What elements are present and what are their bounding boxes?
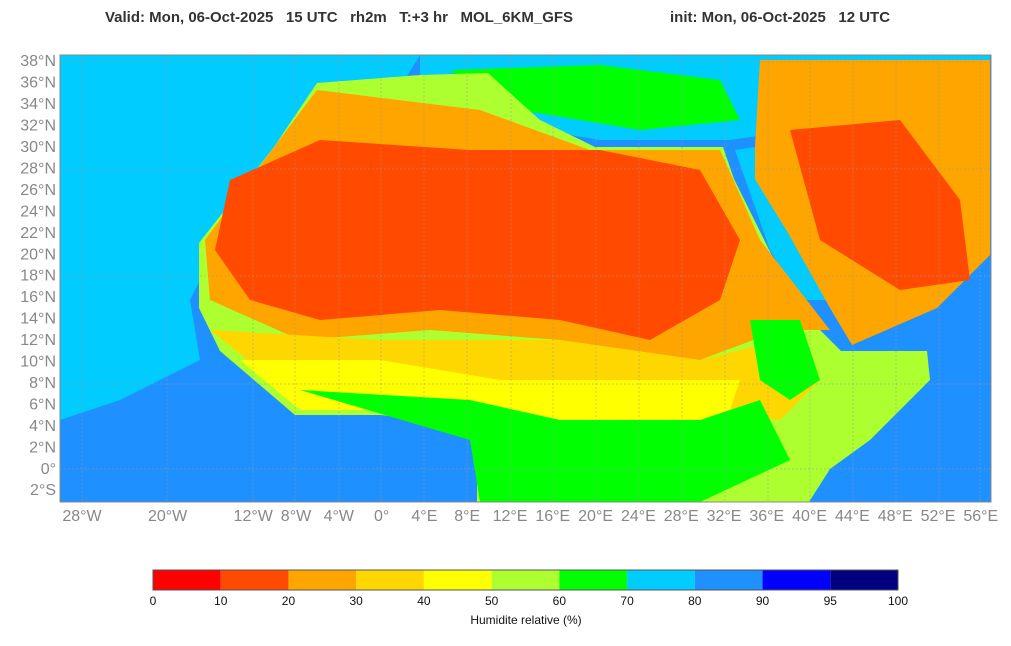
axes: 38°N 36°N 34°N 32°N 30°N 28°N 26°N 24°N 22°N 20°N… bbox=[20, 53, 998, 525]
lat-label: 6°N bbox=[29, 396, 56, 413]
colorbar-tick: 10 bbox=[214, 594, 228, 608]
colorbar-tick: 90 bbox=[756, 594, 770, 608]
lon-label: 32°E bbox=[707, 508, 742, 525]
lat-label: 28°N bbox=[20, 160, 56, 177]
colorbar-segment bbox=[559, 570, 628, 590]
lat-label: 18°N bbox=[20, 268, 56, 285]
colorbar-tick: 80 bbox=[688, 594, 702, 608]
colorbar-tick: 40 bbox=[417, 594, 431, 608]
colorbar-segment bbox=[288, 570, 357, 590]
colorbar-tick: 30 bbox=[350, 594, 364, 608]
lon-label: 4°W bbox=[324, 508, 355, 525]
lon-label: 44°E bbox=[835, 508, 870, 525]
lat-label: 14°N bbox=[20, 311, 56, 328]
colorbar-segment bbox=[423, 570, 492, 590]
lat-label: 26°N bbox=[20, 182, 56, 199]
init-title: init: Mon, 06-Oct-2025 12 UTC bbox=[670, 9, 890, 26]
lat-label: 20°N bbox=[20, 246, 56, 263]
lon-label: 20°W bbox=[148, 508, 188, 525]
lat-label: 8°N bbox=[29, 375, 56, 392]
colorbar-tick: 50 bbox=[485, 594, 499, 608]
lon-label: 4°E bbox=[411, 508, 437, 525]
lat-label: 22°N bbox=[20, 225, 56, 242]
lon-label: 24°E bbox=[621, 508, 656, 525]
colorbar-segment bbox=[830, 570, 898, 590]
colorbar-segment bbox=[694, 570, 763, 590]
lon-label: 40°E bbox=[792, 508, 827, 525]
lon-label: 28°E bbox=[664, 508, 699, 525]
colorbar-tick: 100 bbox=[888, 594, 908, 608]
colorbar-frame bbox=[152, 569, 899, 591]
map bbox=[60, 55, 991, 502]
lon-label: 12°E bbox=[493, 508, 528, 525]
lat-label: 34°N bbox=[20, 96, 56, 113]
lon-label: 20°E bbox=[578, 508, 613, 525]
lon-label: 28°W bbox=[62, 508, 102, 525]
valid-title: Valid: Mon, 06-Oct-2025 15 UTC rh2m T:+3… bbox=[105, 9, 573, 26]
lat-label: 16°N bbox=[20, 289, 56, 306]
lon-label: 48°E bbox=[878, 508, 913, 525]
colorbar: 0 10 20 30 40 50 60 70 80 90 95 100 bbox=[150, 569, 908, 608]
lat-label: 2°S bbox=[30, 482, 56, 499]
lon-label: 52°E bbox=[921, 508, 956, 525]
lon-label: 56°E bbox=[963, 508, 998, 525]
colorbar-segment bbox=[762, 570, 831, 590]
map-frame bbox=[59, 54, 992, 503]
colorbar-segment bbox=[356, 570, 424, 590]
colorbar-tick: 95 bbox=[824, 594, 838, 608]
lat-label: 36°N bbox=[20, 75, 56, 92]
lat-label: 4°N bbox=[29, 418, 56, 435]
colorbar-segment bbox=[153, 570, 221, 590]
colorbar-tick: 20 bbox=[282, 594, 296, 608]
lat-label: 12°N bbox=[20, 332, 56, 349]
lon-label: 8°E bbox=[454, 508, 480, 525]
lon-label: 16°E bbox=[535, 508, 570, 525]
lon-label: 12°W bbox=[234, 508, 274, 525]
lat-label: 0° bbox=[41, 461, 56, 478]
colorbar-segment bbox=[220, 570, 289, 590]
colorbar-segment bbox=[627, 570, 695, 590]
lon-label: 36°E bbox=[749, 508, 784, 525]
colorbar-tick: 70 bbox=[620, 594, 634, 608]
lat-label: 32°N bbox=[20, 118, 56, 135]
lat-label: 38°N bbox=[20, 53, 56, 70]
lat-label: 30°N bbox=[20, 139, 56, 156]
lon-label: 0° bbox=[374, 508, 389, 525]
colorbar-tick: 0 bbox=[150, 594, 157, 608]
colorbar-tick: 60 bbox=[553, 594, 567, 608]
colorbar-label: Humidite relative (%) bbox=[470, 613, 581, 627]
lon-label: 8°W bbox=[281, 508, 312, 525]
lat-label: 2°N bbox=[29, 439, 56, 456]
colorbar-segment bbox=[491, 570, 560, 590]
lat-label: 24°N bbox=[20, 203, 56, 220]
lat-label: 10°N bbox=[20, 354, 56, 371]
